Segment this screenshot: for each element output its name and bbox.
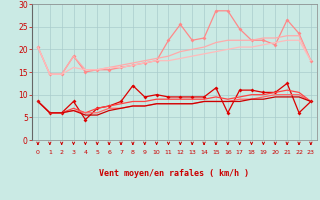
X-axis label: Vent moyen/en rafales ( km/h ): Vent moyen/en rafales ( km/h ) [100, 169, 249, 178]
